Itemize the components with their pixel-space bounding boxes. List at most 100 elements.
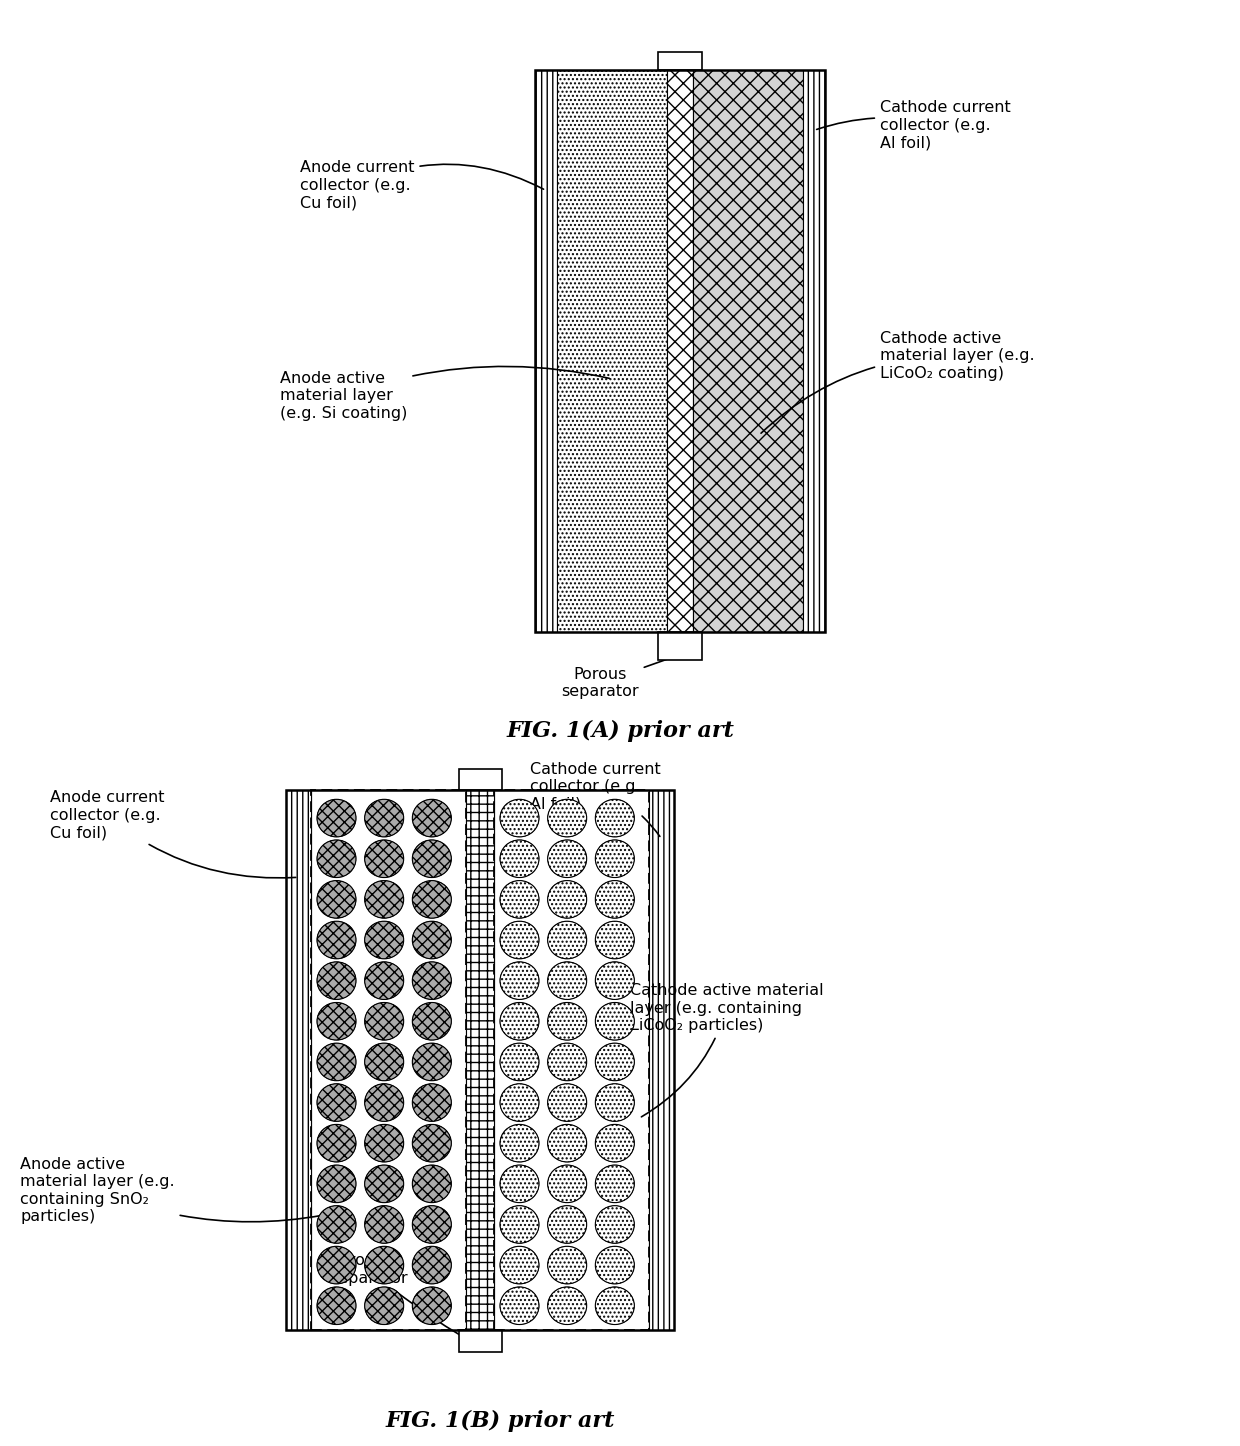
Bar — [693, 71, 804, 632]
Circle shape — [317, 1246, 356, 1284]
Circle shape — [500, 840, 539, 878]
Circle shape — [317, 1043, 356, 1080]
Bar — [649, 791, 675, 1330]
Circle shape — [595, 1246, 635, 1284]
Circle shape — [595, 1287, 635, 1325]
Text: Cathode active material
layer (e.g. containing
LiCoO₂ particles): Cathode active material layer (e.g. cont… — [630, 983, 823, 1116]
Circle shape — [548, 881, 587, 918]
Circle shape — [500, 962, 539, 999]
Circle shape — [500, 1246, 539, 1284]
Bar — [658, 52, 702, 71]
Circle shape — [548, 1206, 587, 1244]
Circle shape — [413, 921, 451, 959]
Circle shape — [413, 1043, 451, 1080]
Text: Anode current
collector (e.g.
Cu foil): Anode current collector (e.g. Cu foil) — [300, 161, 543, 210]
Circle shape — [317, 1125, 356, 1163]
Text: Anode current
collector (e.g.
Cu foil): Anode current collector (e.g. Cu foil) — [50, 791, 295, 878]
Circle shape — [413, 840, 451, 878]
Bar — [658, 632, 702, 659]
Circle shape — [595, 881, 635, 918]
Circle shape — [500, 800, 539, 837]
Circle shape — [548, 921, 587, 959]
Circle shape — [548, 1083, 587, 1121]
Circle shape — [413, 1002, 451, 1040]
Bar — [466, 791, 494, 1330]
Circle shape — [365, 840, 404, 878]
Text: Anode active
material layer (e.g.
containing SnO₂
particles): Anode active material layer (e.g. contai… — [20, 1157, 324, 1223]
Circle shape — [500, 921, 539, 959]
Circle shape — [595, 800, 635, 837]
Circle shape — [365, 1043, 404, 1080]
Circle shape — [317, 1165, 356, 1203]
Circle shape — [595, 1206, 635, 1244]
Circle shape — [317, 1083, 356, 1121]
Circle shape — [500, 1165, 539, 1203]
Circle shape — [365, 962, 404, 999]
Circle shape — [548, 1125, 587, 1163]
Circle shape — [500, 881, 539, 918]
Bar — [494, 791, 649, 1330]
Circle shape — [365, 1287, 404, 1325]
Text: Anode active
material layer
(e.g. Si coating): Anode active material layer (e.g. Si coa… — [280, 366, 609, 421]
Circle shape — [365, 881, 404, 918]
Circle shape — [413, 962, 451, 999]
Circle shape — [317, 840, 356, 878]
Circle shape — [595, 962, 635, 999]
Circle shape — [413, 1287, 451, 1325]
Circle shape — [365, 800, 404, 837]
Text: Cathode current
collector (e.g.
Al foil): Cathode current collector (e.g. Al foil) — [817, 100, 1011, 150]
Circle shape — [548, 800, 587, 837]
Circle shape — [317, 881, 356, 918]
Circle shape — [317, 800, 356, 837]
Text: Cathode active
material layer (e.g.
LiCoO₂ coating): Cathode active material layer (e.g. LiCo… — [761, 331, 1034, 434]
Circle shape — [595, 1125, 635, 1163]
Circle shape — [548, 1287, 587, 1325]
Circle shape — [548, 962, 587, 999]
Bar — [534, 71, 557, 632]
Bar — [557, 71, 667, 632]
Circle shape — [365, 921, 404, 959]
Circle shape — [500, 1206, 539, 1244]
Circle shape — [595, 921, 635, 959]
Circle shape — [317, 921, 356, 959]
Bar — [459, 1330, 501, 1352]
Text: Cathode current
collector (e.g.
Al foil): Cathode current collector (e.g. Al foil) — [529, 762, 661, 836]
Circle shape — [548, 1002, 587, 1040]
Text: Porous
separator: Porous separator — [562, 655, 677, 698]
Bar — [311, 791, 466, 1330]
Text: Porous
separator: Porous separator — [330, 1254, 477, 1345]
Circle shape — [317, 1206, 356, 1244]
Circle shape — [595, 1002, 635, 1040]
Bar — [286, 791, 675, 1330]
Circle shape — [413, 1165, 451, 1203]
Circle shape — [595, 840, 635, 878]
Circle shape — [365, 1002, 404, 1040]
Circle shape — [365, 1083, 404, 1121]
Circle shape — [500, 1287, 539, 1325]
Circle shape — [548, 1246, 587, 1284]
Circle shape — [317, 1002, 356, 1040]
Circle shape — [413, 1125, 451, 1163]
Bar — [494, 791, 649, 1330]
Circle shape — [413, 881, 451, 918]
Text: FIG. 1(A) prior art: FIG. 1(A) prior art — [506, 720, 734, 742]
Circle shape — [500, 1043, 539, 1080]
Circle shape — [317, 962, 356, 999]
Circle shape — [500, 1002, 539, 1040]
Circle shape — [548, 1165, 587, 1203]
Circle shape — [365, 1246, 404, 1284]
Circle shape — [365, 1125, 404, 1163]
Circle shape — [548, 840, 587, 878]
Circle shape — [548, 1043, 587, 1080]
Circle shape — [317, 1287, 356, 1325]
Circle shape — [365, 1165, 404, 1203]
Circle shape — [413, 1246, 451, 1284]
Bar — [459, 769, 501, 791]
Circle shape — [500, 1083, 539, 1121]
Circle shape — [413, 1083, 451, 1121]
Bar — [286, 791, 311, 1330]
Text: FIG. 1(B) prior art: FIG. 1(B) prior art — [386, 1410, 615, 1432]
Circle shape — [595, 1165, 635, 1203]
Circle shape — [500, 1125, 539, 1163]
Circle shape — [595, 1043, 635, 1080]
